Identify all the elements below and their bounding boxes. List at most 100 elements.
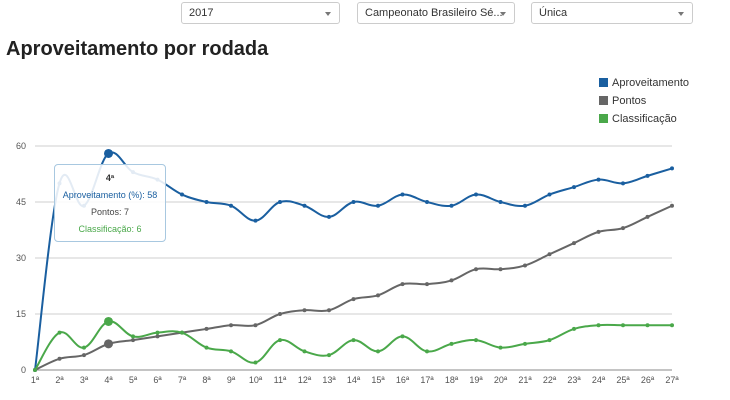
data-point bbox=[204, 326, 209, 331]
data-point bbox=[104, 148, 113, 158]
data-point bbox=[253, 218, 258, 223]
data-point bbox=[400, 282, 405, 287]
x-tick-label: 6ª bbox=[153, 375, 162, 385]
data-point bbox=[278, 312, 282, 316]
data-point bbox=[253, 360, 258, 365]
data-point bbox=[400, 192, 405, 197]
data-point bbox=[572, 241, 576, 246]
x-tick-label: 22ª bbox=[543, 375, 557, 385]
data-point bbox=[278, 200, 282, 204]
x-axis-ticks: 1ª 2ª 3ª 4ª 5ª 6ª 7ª 8ª 9ª 10ª 11ª 12ª 13ª 14ª 15ª 16ª 1… bbox=[31, 375, 680, 385]
y-axis-ticks: 0 15 30 45 60 bbox=[16, 141, 26, 375]
data-point bbox=[523, 263, 527, 268]
data-point bbox=[572, 185, 576, 190]
series-pontos bbox=[33, 203, 674, 372]
data-point bbox=[302, 308, 307, 313]
x-tick-label: 2ª bbox=[55, 375, 64, 385]
data-point bbox=[400, 334, 405, 339]
data-point bbox=[425, 282, 429, 287]
competition-select[interactable]: Campeonato Brasileiro Sé... bbox=[357, 2, 515, 24]
x-tick-label: 26ª bbox=[641, 375, 655, 385]
data-point bbox=[351, 200, 356, 204]
data-point bbox=[155, 334, 160, 339]
data-point bbox=[204, 345, 209, 350]
tooltip-pontos: Pontos: 7 bbox=[90, 207, 130, 217]
chevron-down-icon bbox=[500, 12, 506, 16]
x-tick-label: 19ª bbox=[469, 375, 483, 385]
data-point bbox=[425, 200, 429, 204]
x-tick-label: 8ª bbox=[202, 375, 211, 385]
x-tick-label: 9ª bbox=[227, 375, 236, 385]
y-tick-label: 60 bbox=[16, 141, 26, 151]
data-point bbox=[449, 203, 454, 208]
data-point bbox=[572, 326, 576, 331]
x-tick-label: 7ª bbox=[178, 375, 187, 385]
data-point bbox=[104, 316, 113, 326]
data-point bbox=[351, 297, 356, 302]
data-point bbox=[327, 353, 331, 358]
data-point bbox=[57, 356, 62, 361]
tooltip-aproveitamento: Aproveitamento (%): 58 bbox=[62, 190, 158, 200]
data-point bbox=[547, 252, 552, 257]
data-point bbox=[670, 323, 674, 328]
data-point bbox=[596, 177, 601, 182]
legend-swatch bbox=[599, 114, 608, 123]
data-point bbox=[302, 349, 307, 354]
data-point bbox=[33, 368, 37, 372]
data-point bbox=[523, 203, 527, 208]
x-tick-label: 23ª bbox=[567, 375, 581, 385]
legend-label: Aproveitamento bbox=[612, 77, 690, 89]
x-tick-label: 21ª bbox=[518, 375, 532, 385]
legend-label: Classificação bbox=[612, 113, 677, 125]
data-point bbox=[57, 330, 62, 335]
data-point bbox=[498, 200, 503, 204]
data-point bbox=[131, 334, 135, 339]
year-select[interactable]: 2017 bbox=[181, 2, 340, 24]
data-point bbox=[155, 330, 160, 335]
x-tick-label: 4ª bbox=[104, 375, 113, 385]
x-tick-label: 18ª bbox=[445, 375, 459, 385]
data-point bbox=[104, 339, 113, 349]
series-line bbox=[34, 320, 672, 371]
data-point bbox=[547, 192, 552, 197]
data-point bbox=[180, 330, 184, 335]
data-point bbox=[449, 341, 454, 346]
data-point bbox=[498, 267, 503, 272]
data-point bbox=[180, 192, 184, 197]
data-point bbox=[523, 341, 527, 346]
x-tick-label: 24ª bbox=[592, 375, 606, 385]
legend-label: Pontos bbox=[612, 95, 647, 107]
data-point bbox=[253, 323, 258, 328]
phase-select[interactable]: Única bbox=[531, 2, 693, 24]
tooltip-category: 4ª bbox=[105, 173, 115, 183]
data-point bbox=[621, 323, 625, 328]
data-point bbox=[327, 308, 331, 313]
chevron-down-icon bbox=[678, 12, 684, 16]
data-point bbox=[645, 173, 650, 178]
legend-swatch bbox=[599, 78, 608, 87]
data-point bbox=[204, 200, 209, 204]
data-point bbox=[302, 203, 307, 208]
chart-tooltip: 4ª Aproveitamento (%): 58 Pontos: 7 Clas… bbox=[54, 164, 166, 242]
data-point bbox=[596, 229, 601, 234]
data-point bbox=[596, 323, 601, 328]
x-tick-label: 16ª bbox=[396, 375, 410, 385]
data-point bbox=[82, 345, 86, 350]
x-tick-label: 12ª bbox=[298, 375, 312, 385]
series-classificacao bbox=[33, 316, 674, 372]
x-tick-label: 3ª bbox=[80, 375, 89, 385]
y-tick-label: 45 bbox=[16, 197, 26, 207]
year-select-value: 2017 bbox=[189, 7, 214, 19]
data-point bbox=[229, 203, 233, 208]
y-tick-label: 0 bbox=[21, 365, 26, 375]
data-point bbox=[449, 278, 454, 283]
data-point bbox=[278, 338, 282, 343]
data-point bbox=[425, 349, 429, 354]
x-tick-label: 10ª bbox=[249, 375, 263, 385]
data-point bbox=[670, 166, 674, 171]
y-tick-label: 30 bbox=[16, 253, 26, 263]
data-point bbox=[229, 349, 233, 354]
phase-select-value: Única bbox=[539, 7, 568, 19]
x-tick-label: 1ª bbox=[31, 375, 40, 385]
x-tick-label: 5ª bbox=[129, 375, 138, 385]
